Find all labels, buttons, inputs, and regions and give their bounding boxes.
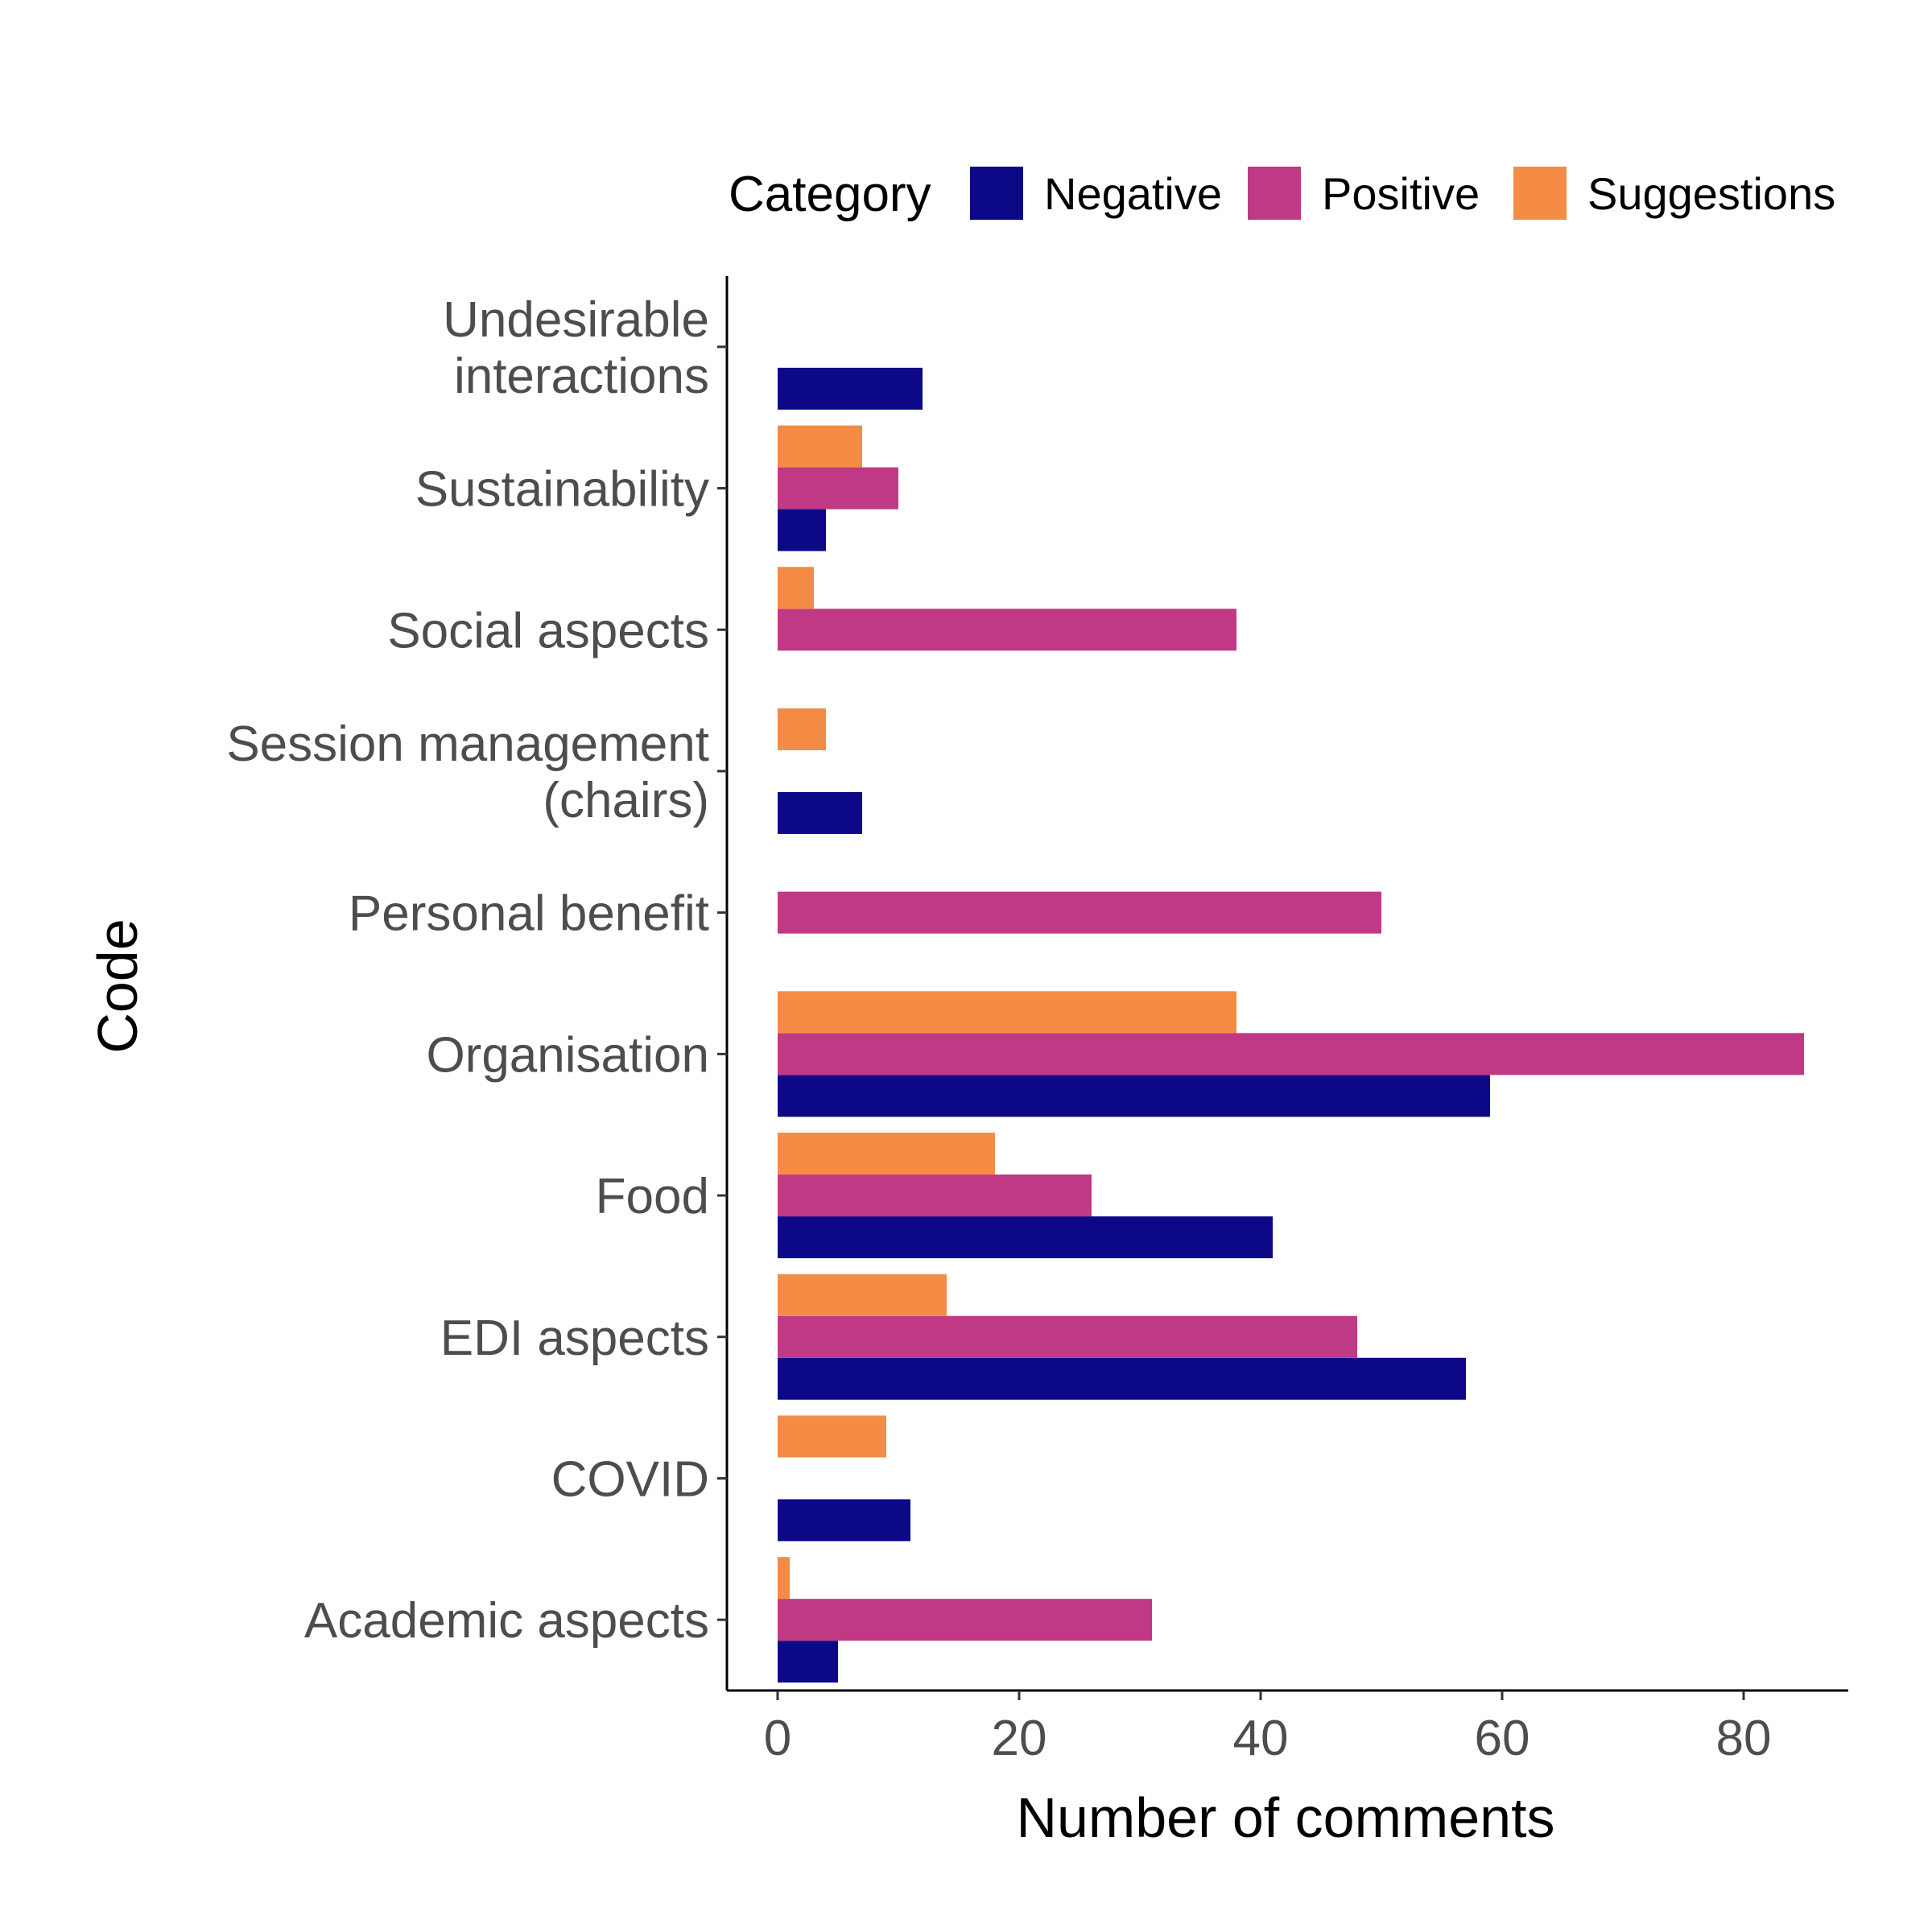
bar-suggestions-covid [778, 1415, 886, 1458]
bar-negative-edi-aspects [778, 1357, 1466, 1400]
x-tick-label-60: 60 [1475, 1711, 1530, 1766]
bar-suggestions-session-management-chairs [778, 708, 826, 750]
bar-positive-social-aspects [778, 609, 1236, 651]
y-tick-label-personal-benefit: Personal benefit [349, 886, 709, 942]
x-axis: 0 20 40 60 80 [727, 1689, 1848, 1766]
x-axis-title: Number of comments [1016, 1786, 1554, 1849]
bar-positive-sustainability [778, 467, 898, 510]
y-tick-label-sustainability: Sustainability [415, 462, 709, 518]
bar-suggestions-academic-aspects [778, 1557, 790, 1600]
bar-negative-academic-aspects [778, 1641, 838, 1683]
bar-suggestions-food [778, 1133, 995, 1175]
x-tick-label-40: 40 [1233, 1711, 1289, 1766]
bar-suggestions-social-aspects [778, 567, 814, 609]
y-tick-label-organisation: Organisation [426, 1027, 709, 1083]
bar-negative-covid [778, 1499, 910, 1542]
y-tick-label-food: Food [596, 1169, 709, 1224]
bar-negative-organisation [778, 1075, 1490, 1117]
legend-label-positive: Positive [1322, 168, 1480, 219]
bar-positive-food [778, 1174, 1092, 1217]
y-tick-label-session-management-chairs: Session management (chairs) [226, 716, 709, 828]
y-axis: Undesirable interactions Sustainability Soc… [226, 276, 729, 1690]
bars [778, 367, 1804, 1683]
x-tick-label-20: 20 [992, 1711, 1047, 1766]
legend-swatch-negative [970, 167, 1023, 220]
bar-positive-edi-aspects [778, 1315, 1357, 1358]
legend-label-negative: Negative [1044, 168, 1222, 219]
x-tick-label-0: 0 [764, 1711, 791, 1766]
bar-negative-session-management-chairs [778, 791, 862, 834]
y-tick-label-covid: COVID [551, 1451, 709, 1507]
bar-suggestions-sustainability [778, 425, 862, 468]
legend-swatch-suggestions [1513, 167, 1567, 220]
bar-positive-personal-benefit [778, 891, 1381, 934]
y-tick-label-edi-aspects: EDI aspects [440, 1311, 709, 1366]
bar-positive-academic-aspects [778, 1599, 1152, 1641]
y-tick-label-academic-aspects: Academic aspects [304, 1593, 709, 1649]
legend-label-suggestions: Suggestions [1587, 168, 1835, 219]
legend: Category Negative Positive Suggestions [729, 167, 1835, 222]
legend-swatch-positive [1248, 167, 1301, 220]
bar-negative-sustainability [778, 509, 826, 551]
y-tick-label-undesirable-interactions: Undesirable interactions [443, 292, 709, 404]
x-tick-label-80: 80 [1716, 1711, 1772, 1766]
bar-negative-food [778, 1216, 1273, 1259]
bar-negative-undesirable-interactions [778, 367, 923, 410]
y-axis-title: Code [86, 919, 149, 1053]
y-tick-label-social-aspects: Social aspects [387, 603, 709, 658]
bar-suggestions-edi-aspects [778, 1274, 947, 1316]
bar-suggestions-organisation [778, 991, 1236, 1034]
legend-title: Category [729, 167, 931, 222]
bar-positive-organisation [778, 1033, 1804, 1075]
